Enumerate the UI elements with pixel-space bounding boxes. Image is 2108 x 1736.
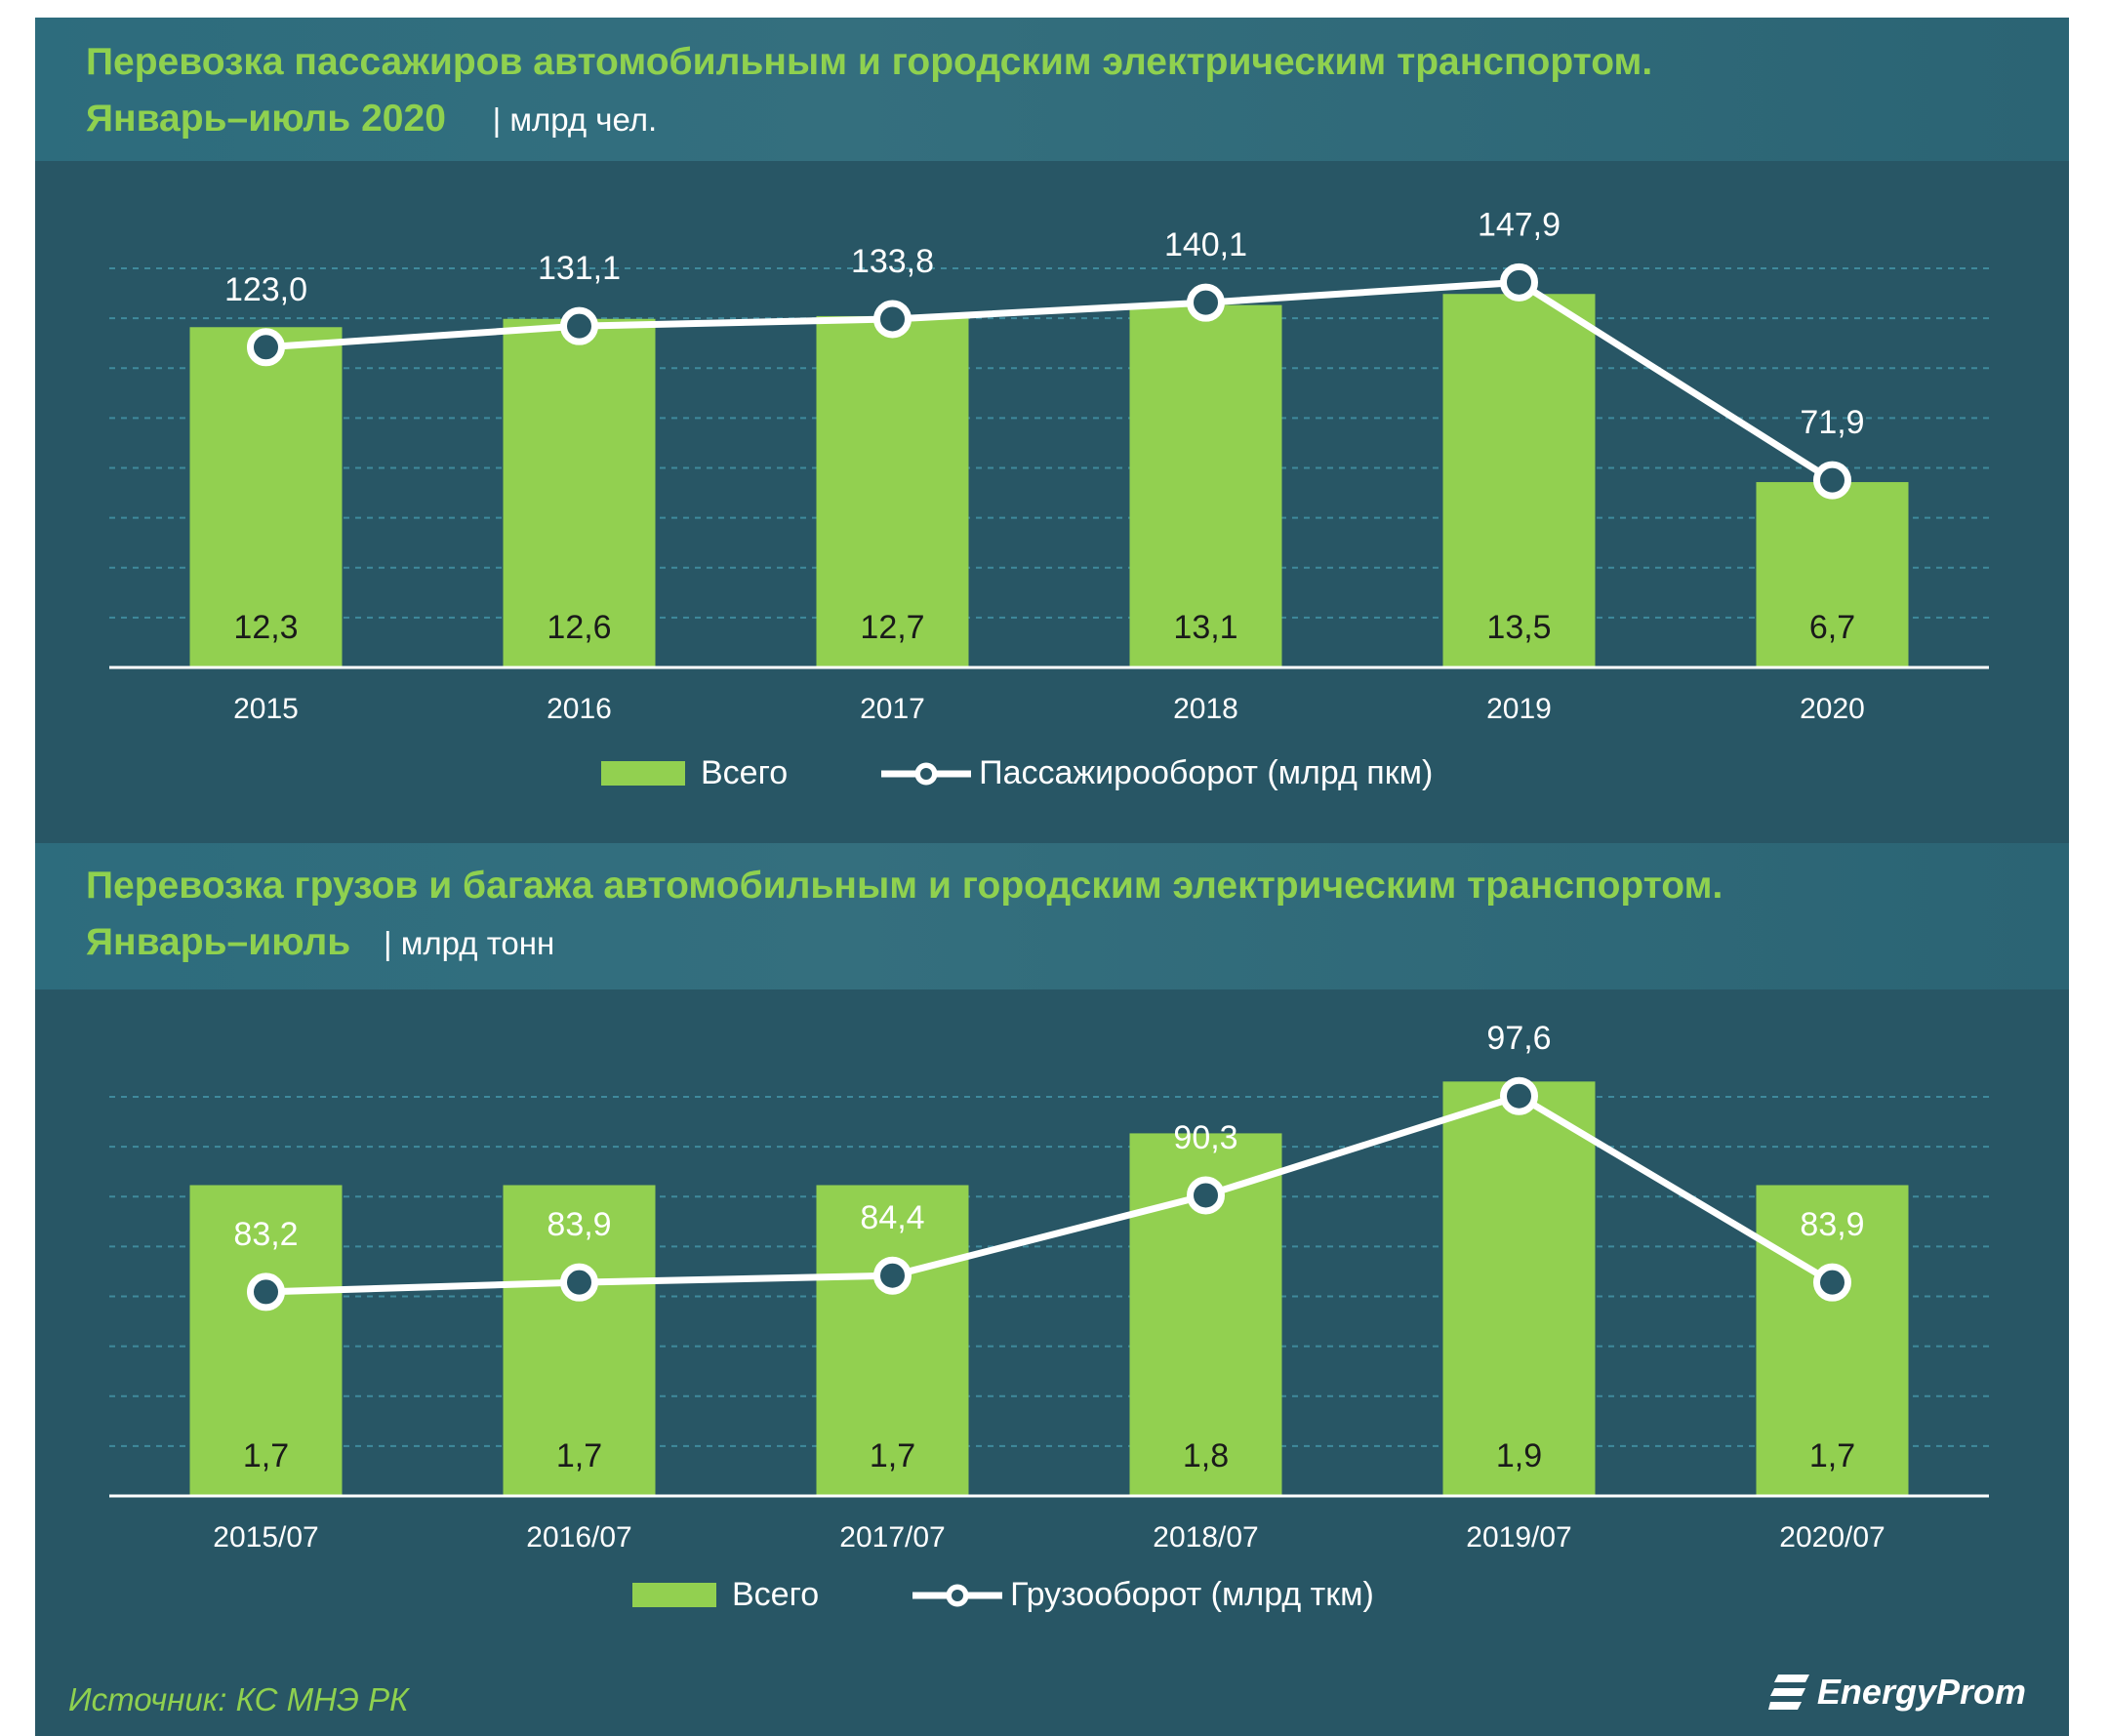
line-point bbox=[1500, 262, 1538, 302]
bar-value-label: 1,8 bbox=[1183, 1437, 1229, 1474]
chart2-legend-line: Грузооборот (млрд ткм) bbox=[1010, 1576, 1374, 1613]
line-value-label: 83,2 bbox=[233, 1216, 298, 1253]
chart2-legend-line-key bbox=[912, 1584, 1003, 1606]
chart2-plot: 1,7 2015/07 1,7 2016/07 1,7 2017/07 1,8 2018/07… bbox=[109, 1020, 1989, 1554]
source-note: Источник: КС МНЭ РК bbox=[68, 1681, 409, 1717]
chart2-subtitle: Январь–июль | млрд тонн bbox=[86, 921, 554, 964]
line-value-label: 97,6 bbox=[1486, 1020, 1551, 1057]
x-tick-label: 2015 bbox=[233, 693, 299, 725]
chart2-period: Январь–июль bbox=[86, 921, 351, 963]
x-tick-label: 2017/07 bbox=[839, 1521, 945, 1554]
bar bbox=[503, 318, 656, 667]
line-point bbox=[247, 328, 285, 367]
bar bbox=[1442, 294, 1596, 667]
line-value-label: 71,9 bbox=[1800, 404, 1864, 441]
chart2-title: Перевозка грузов и багажа автомобильным … bbox=[86, 865, 1723, 907]
chart1-unit: | млрд чел. bbox=[492, 101, 658, 138]
bar bbox=[1442, 1081, 1596, 1496]
line-point bbox=[873, 300, 912, 339]
line-series bbox=[265, 1092, 1835, 1296]
bar-value-label: 1,9 bbox=[1496, 1437, 1542, 1474]
line-point bbox=[560, 1263, 598, 1302]
bar-value-label: 12,3 bbox=[233, 609, 298, 646]
line-value-label: 84,4 bbox=[860, 1199, 924, 1236]
x-tick-label: 2016/07 bbox=[526, 1521, 631, 1554]
bar bbox=[816, 1185, 969, 1496]
x-tick-label: 2020 bbox=[1800, 693, 1865, 725]
line-value-label: 83,9 bbox=[547, 1206, 611, 1243]
line-point bbox=[873, 1256, 912, 1295]
bar-value-label: 1,7 bbox=[870, 1437, 915, 1474]
bar bbox=[1756, 482, 1909, 667]
line-series bbox=[265, 278, 1835, 484]
line-point bbox=[1187, 283, 1225, 322]
chart2-unit: | млрд тонн bbox=[383, 925, 555, 961]
bar-value-label: 13,1 bbox=[1173, 609, 1237, 646]
x-tick-label: 2017 bbox=[860, 693, 925, 725]
line-point bbox=[560, 306, 598, 345]
bar-value-label: 1,7 bbox=[243, 1437, 289, 1474]
chart1-period: Январь–июль 2020 bbox=[86, 98, 446, 140]
infographic-panel: Перевозка пассажиров автомобильным и гор… bbox=[35, 18, 2069, 1736]
chart2-title-band: Перевозка грузов и багажа автомобильным … bbox=[35, 843, 2069, 989]
bar-value-label: 12,7 bbox=[860, 609, 924, 646]
x-tick-label: 2019/07 bbox=[1466, 1521, 1571, 1554]
x-tick-label: 2015/07 bbox=[213, 1521, 318, 1554]
line-point bbox=[1187, 1176, 1225, 1215]
chart1-legend-line-key bbox=[881, 762, 972, 785]
x-tick-label: 2016 bbox=[547, 693, 612, 725]
chart1-legend-bars: Всего bbox=[701, 754, 789, 791]
x-tick-label: 2019 bbox=[1486, 693, 1552, 725]
line-point bbox=[1813, 461, 1851, 500]
line-point bbox=[1500, 1076, 1538, 1115]
bar-value-label: 1,7 bbox=[556, 1437, 602, 1474]
brand-name: EnergyProm bbox=[1816, 1672, 2026, 1712]
line-point bbox=[247, 1272, 285, 1312]
bar bbox=[1129, 304, 1282, 667]
line-point bbox=[1813, 1263, 1851, 1302]
chart1-title: Перевозка пассажиров автомобильным и гор… bbox=[86, 41, 1653, 83]
bar bbox=[1756, 1185, 1909, 1496]
bar bbox=[503, 1185, 656, 1496]
line-value-label: 140,1 bbox=[1164, 226, 1247, 263]
line-value-label: 147,9 bbox=[1478, 206, 1561, 243]
brand-logo: EnergyProm bbox=[1767, 1672, 2026, 1713]
bar-value-label: 6,7 bbox=[1809, 609, 1855, 646]
bar-value-label: 13,5 bbox=[1486, 609, 1551, 646]
chart1-subtitle: Январь–июль 2020 | млрд чел. bbox=[86, 98, 657, 141]
chart1-title-band: Перевозка пассажиров автомобильным и гор… bbox=[35, 18, 2069, 161]
chart1-plot: 12,3 2015 12,6 2016 12,7 2017 13,1 2018 13,5 2019… bbox=[109, 206, 1989, 725]
x-tick-label: 2020/07 bbox=[1779, 1521, 1885, 1554]
chart1-legend: Всего Пассажирооборот (млрд пкм) bbox=[601, 754, 1433, 792]
line-value-label: 90,3 bbox=[1173, 1119, 1237, 1156]
bar-value-label: 1,7 bbox=[1809, 1437, 1855, 1474]
line-value-label: 133,8 bbox=[851, 243, 934, 280]
line-value-label: 83,9 bbox=[1800, 1206, 1864, 1243]
x-tick-label: 2018/07 bbox=[1153, 1521, 1258, 1554]
chart2-legend: Всего Грузооборот (млрд ткм) bbox=[632, 1576, 1374, 1614]
chart1-legend-line: Пассажирооборот (млрд пкм) bbox=[979, 754, 1434, 791]
bar-value-label: 12,6 bbox=[547, 609, 611, 646]
x-tick-label: 2018 bbox=[1173, 693, 1238, 725]
line-value-label: 123,0 bbox=[224, 271, 307, 308]
chart1-legend-bar-swatch bbox=[601, 761, 685, 786]
chart2-legend-bars: Всего bbox=[732, 1576, 820, 1613]
bar bbox=[189, 1185, 343, 1496]
line-value-label: 131,1 bbox=[538, 250, 621, 287]
energyprom-logo-icon bbox=[1767, 1675, 1809, 1710]
bar bbox=[189, 327, 343, 667]
chart2-legend-bar-swatch bbox=[632, 1583, 716, 1607]
bar bbox=[816, 315, 969, 667]
